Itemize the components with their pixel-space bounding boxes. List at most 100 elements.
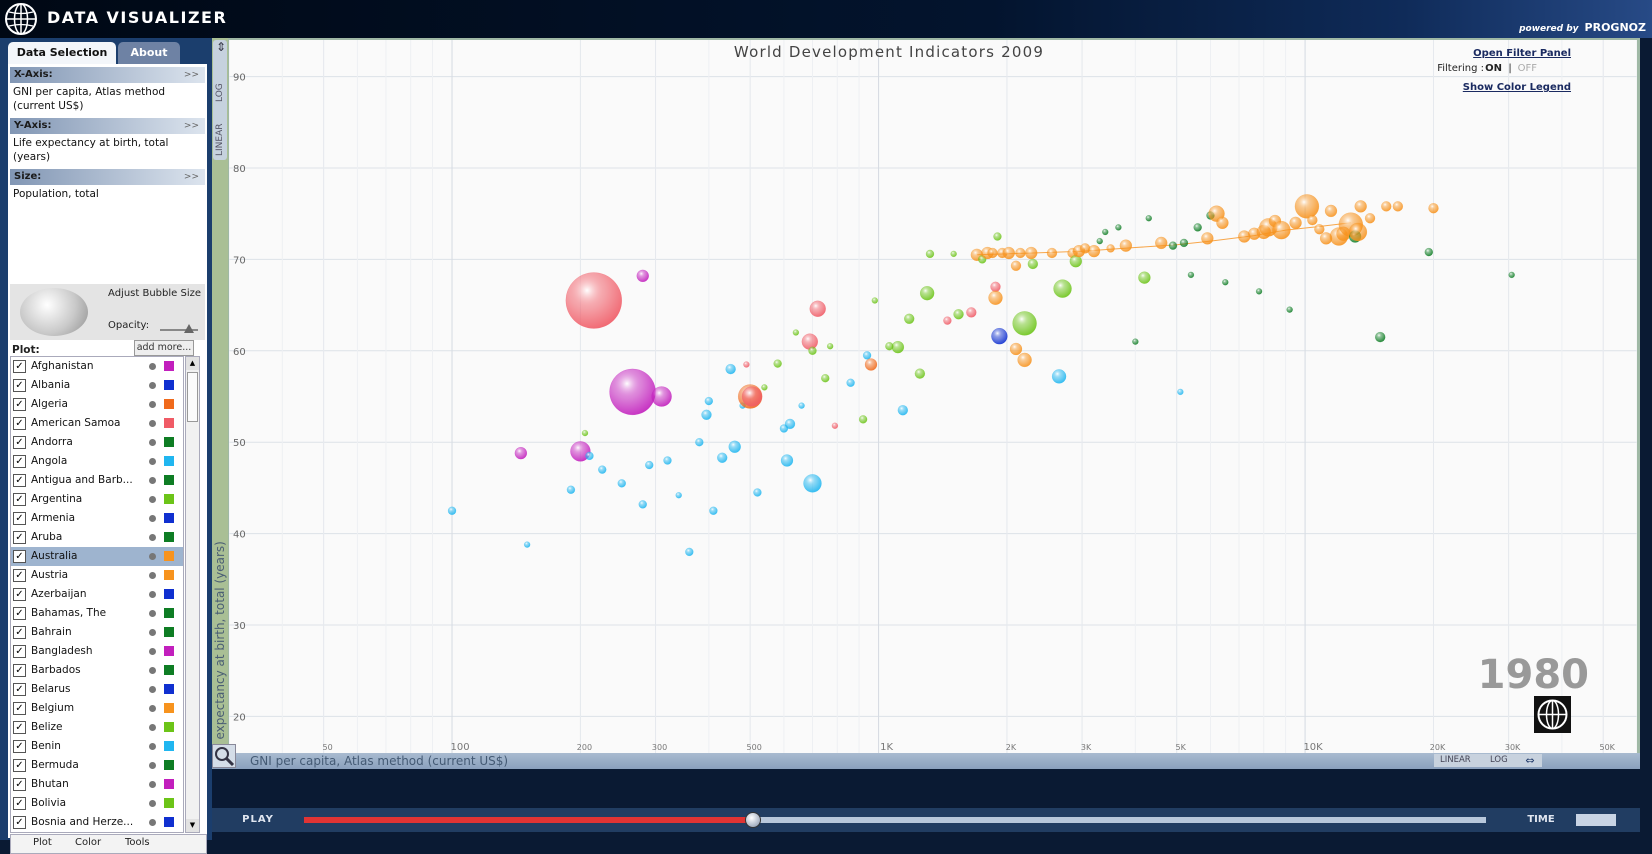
country-shape-icon[interactable] <box>149 477 156 484</box>
country-checkbox[interactable]: ✓ <box>13 645 26 658</box>
country-shape-icon[interactable] <box>149 420 156 427</box>
country-bubble[interactable] <box>581 429 589 437</box>
country-shape-icon[interactable] <box>149 724 156 731</box>
country-bubble[interactable] <box>704 396 714 406</box>
country-checkbox[interactable]: ✓ <box>13 436 26 449</box>
country-bubble[interactable] <box>709 506 718 516</box>
country-bubble[interactable] <box>773 359 782 368</box>
country-color-swatch[interactable] <box>164 399 174 409</box>
country-shape-icon[interactable] <box>149 629 156 636</box>
country-color-swatch[interactable] <box>164 494 174 504</box>
country-bubble[interactable] <box>1012 311 1037 336</box>
country-bubble[interactable] <box>695 437 704 447</box>
country-bubble[interactable] <box>780 454 794 467</box>
country-bubble[interactable] <box>514 446 528 460</box>
country-bubble[interactable] <box>792 329 800 336</box>
country-row[interactable]: ✓ Angola <box>11 452 183 471</box>
country-bubble[interactable] <box>831 422 839 430</box>
size-header[interactable]: Size: >> <box>10 169 205 185</box>
country-bubble[interactable] <box>523 541 531 548</box>
y-axis-expand[interactable]: >> <box>183 121 199 131</box>
country-bubble[interactable] <box>1106 244 1115 253</box>
country-bubble[interactable] <box>1017 352 1032 368</box>
country-checkbox[interactable]: ✓ <box>13 360 26 373</box>
country-bubble[interactable] <box>1222 278 1229 286</box>
country-color-swatch[interactable] <box>164 380 174 390</box>
country-color-swatch[interactable] <box>164 741 174 751</box>
country-bubble[interactable] <box>638 500 648 509</box>
country-bubble[interactable] <box>925 249 935 259</box>
country-bubble[interactable] <box>1179 238 1189 248</box>
country-shape-icon[interactable] <box>149 705 156 712</box>
country-bubble[interactable] <box>1392 201 1404 212</box>
country-bubble[interactable] <box>987 247 998 259</box>
country-row[interactable]: ✓ Belarus <box>11 680 183 699</box>
country-checkbox[interactable]: ✓ <box>13 797 26 810</box>
add-more-button[interactable]: add more... <box>134 340 194 356</box>
country-checkbox[interactable]: ✓ <box>13 474 26 487</box>
country-row[interactable]: ✓ Aruba <box>11 528 183 547</box>
country-color-swatch[interactable] <box>164 798 174 808</box>
country-bubble[interactable] <box>803 474 822 493</box>
country-bubble[interactable] <box>1348 222 1368 242</box>
country-row[interactable]: ✓ Australia <box>11 547 183 566</box>
opacity-slider-thumb[interactable] <box>183 324 194 333</box>
country-bubble[interactable] <box>617 479 627 488</box>
country-shape-icon[interactable] <box>149 819 156 826</box>
country-bubble[interactable] <box>1324 204 1338 218</box>
country-bubble[interactable] <box>1216 216 1229 230</box>
bubble-size-knob[interactable] <box>20 288 88 336</box>
country-bubble[interactable] <box>1145 215 1153 222</box>
country-bubble[interactable] <box>1096 237 1103 245</box>
country-bubble[interactable] <box>725 363 736 375</box>
country-bubble[interactable] <box>826 342 834 350</box>
country-checkbox[interactable]: ✓ <box>13 455 26 468</box>
country-row[interactable]: ✓ Bermuda <box>11 756 183 775</box>
country-shape-icon[interactable] <box>149 439 156 446</box>
country-shape-icon[interactable] <box>149 401 156 408</box>
country-bubble[interactable] <box>1374 331 1386 343</box>
y-scale-toggle[interactable]: ⇕ LOG LINEAR <box>213 40 227 160</box>
country-bubble[interactable] <box>1177 388 1184 396</box>
country-bubble[interactable] <box>864 358 878 371</box>
country-color-swatch[interactable] <box>164 418 174 428</box>
bubble-chart[interactable]: 20 30 40 50 60 70 80 90 50 100 200 300 500 1K 2K 3K 5K 10… <box>229 40 1637 753</box>
country-bubble[interactable] <box>597 465 607 474</box>
filter-on[interactable]: ON <box>1485 63 1502 74</box>
country-bubble[interactable] <box>993 232 1002 241</box>
country-shape-icon[interactable] <box>149 515 156 522</box>
plot-area[interactable]: 20 30 40 50 60 70 80 90 50 100 200 300 500 1K 2K 3K 5K 10… <box>229 40 1637 753</box>
country-bubble[interactable] <box>801 333 819 350</box>
country-bubble[interactable] <box>1102 228 1109 236</box>
country-row[interactable]: ✓ Bhutan <box>11 775 183 794</box>
country-shape-icon[interactable] <box>149 591 156 598</box>
country-color-swatch[interactable] <box>164 608 174 618</box>
country-row[interactable]: ✓ Armenia <box>11 509 183 528</box>
x-scale-toggle[interactable]: LINEAR LOG <box>1434 754 1542 767</box>
country-row[interactable]: ✓ Algeria <box>11 395 183 414</box>
country-checkbox[interactable]: ✓ <box>13 512 26 525</box>
country-row[interactable]: ✓ Andorra <box>11 433 183 452</box>
country-bubble[interactable] <box>701 409 712 421</box>
size-expand[interactable]: >> <box>183 172 199 182</box>
country-checkbox[interactable]: ✓ <box>13 550 26 563</box>
country-row[interactable]: ✓ Belgium <box>11 699 183 718</box>
country-row[interactable]: ✓ Belize <box>11 718 183 737</box>
country-bubble[interactable] <box>809 300 826 317</box>
country-color-swatch[interactable] <box>164 532 174 542</box>
country-row[interactable]: ✓ Bahamas, The <box>11 604 183 623</box>
country-bubble[interactable] <box>862 351 872 360</box>
country-bubble[interactable] <box>753 488 762 497</box>
country-bubble[interactable] <box>846 378 855 388</box>
country-bubble[interactable] <box>1132 338 1139 345</box>
tab-data-selection[interactable]: Data Selection <box>8 42 116 64</box>
country-row[interactable]: ✓ Albania <box>11 376 183 395</box>
country-checkbox[interactable]: ✓ <box>13 569 26 582</box>
y-scale-linear[interactable]: LINEAR <box>215 123 225 157</box>
country-bubble[interactable] <box>447 506 457 516</box>
play-button[interactable]: PLAY <box>242 814 274 825</box>
country-bubble[interactable] <box>1187 271 1195 279</box>
country-row[interactable]: ✓ Antigua and Barb... <box>11 471 183 490</box>
country-bubble[interactable] <box>914 368 926 379</box>
country-color-swatch[interactable] <box>164 513 174 523</box>
